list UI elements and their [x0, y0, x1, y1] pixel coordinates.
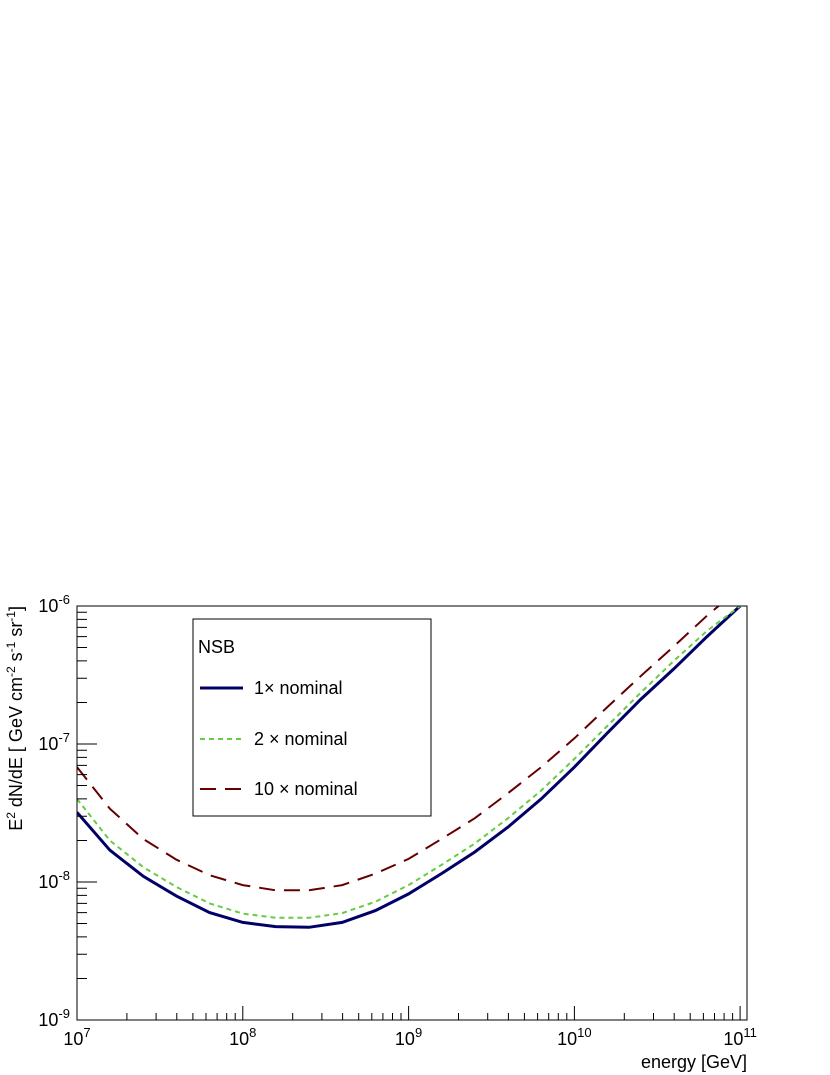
y-tick-labels: 10-9 10-8 10-7 10-6: [38, 592, 70, 1030]
y-tick-label: 10-6: [38, 592, 70, 616]
x-tick-label: 1011: [723, 1025, 757, 1049]
legend-label: 1× nominal: [254, 678, 343, 698]
series-layer: [77, 606, 742, 929]
axis-ticks: [76, 605, 741, 1021]
x-tick-labels: 107 108 109 1010 1011: [63, 1025, 757, 1049]
legend-label: 10 × nominal: [254, 779, 358, 799]
series-line-1: [77, 606, 742, 929]
y-tick-label: 10-9: [38, 1006, 70, 1030]
x-axis-title: energy [GeV]: [641, 1052, 747, 1072]
y-tick-label: 10-8: [38, 868, 70, 892]
legend: NSB 1× nominal 2 × nominal 10 × nominal: [192, 618, 432, 817]
x-tick-label: 109: [395, 1025, 422, 1049]
legend-box: [192, 618, 432, 817]
x-tick-label: 107: [63, 1025, 90, 1049]
y-axis-title: E2 dN/dE [ GeV cm-2 s-1 sr-1]: [4, 606, 26, 831]
legend-entries: 1× nominal 2 × nominal 10 × nominal: [200, 678, 358, 799]
legend-label: 2 × nominal: [254, 729, 348, 749]
x-tick-label: 108: [229, 1025, 256, 1049]
series-line-3: [77, 606, 721, 892]
legend-title: NSB: [198, 637, 235, 657]
y-tick-label: 10-7: [38, 730, 70, 754]
plot-frame: [76, 605, 748, 1021]
tick-marks: [76, 605, 741, 1021]
x-tick-label: 1010: [557, 1025, 592, 1049]
series-line-2: [77, 606, 741, 919]
